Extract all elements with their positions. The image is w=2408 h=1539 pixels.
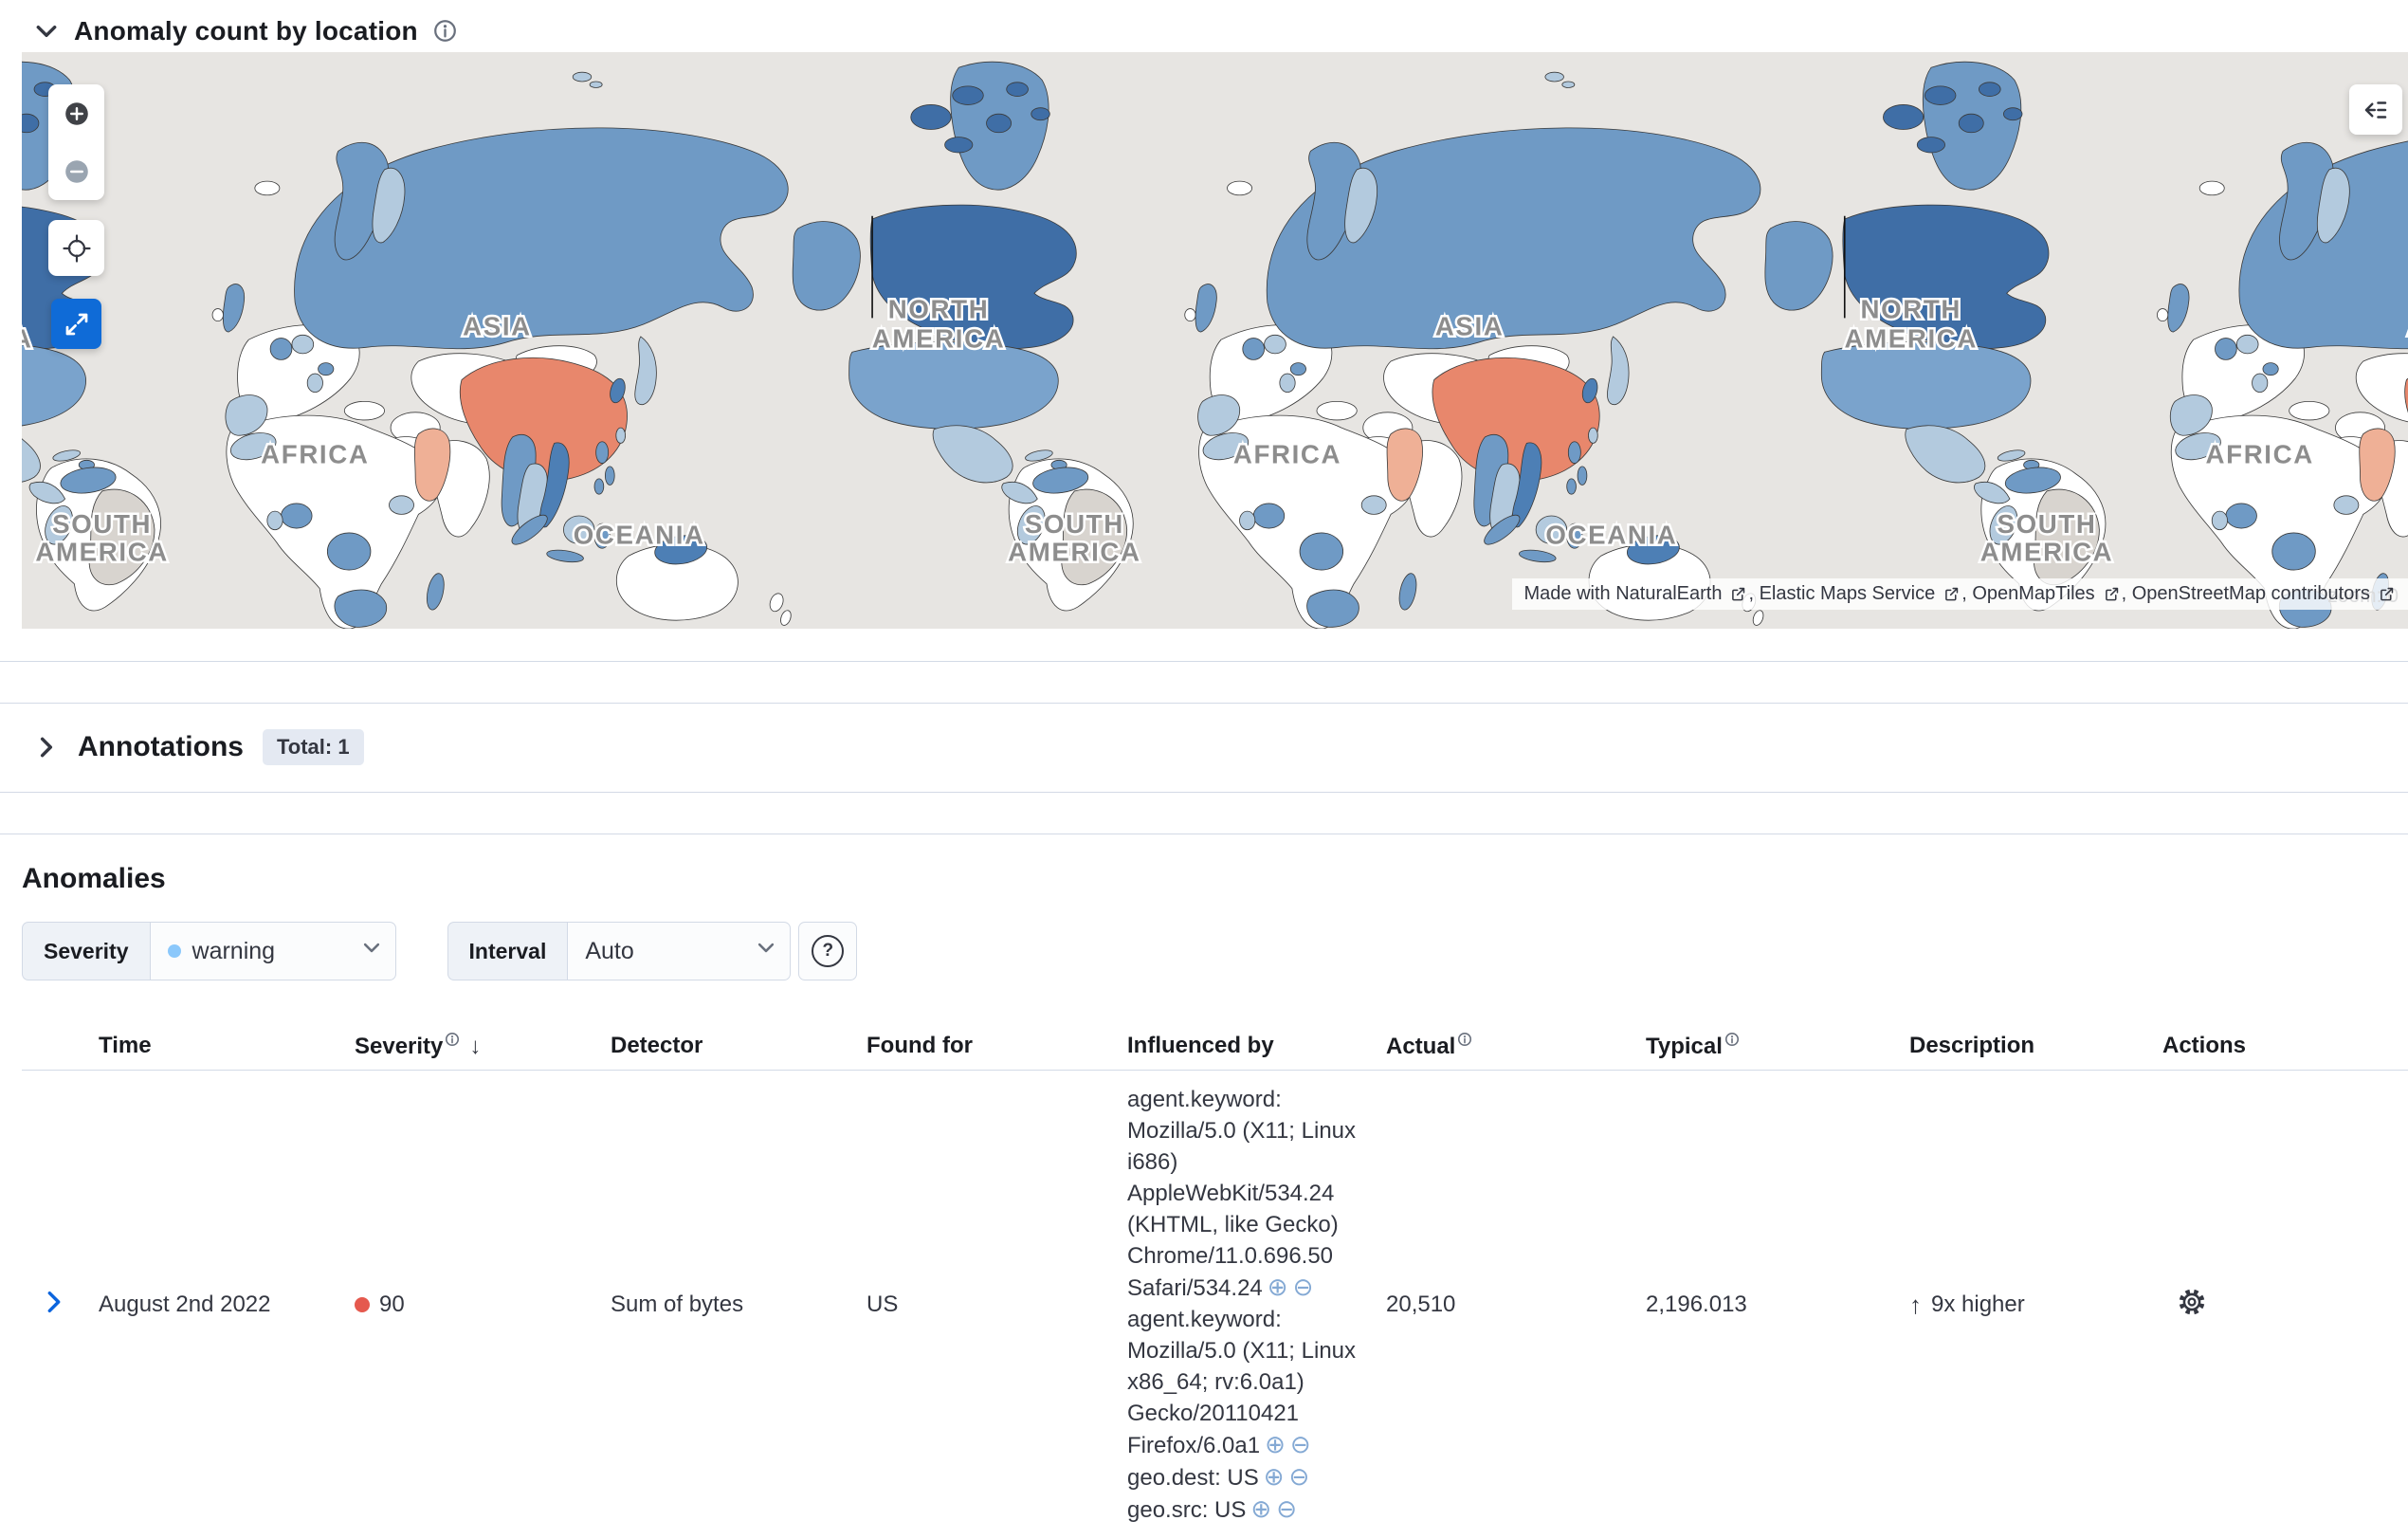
info-icon[interactable] bbox=[1724, 1032, 1740, 1047]
chevron-right-icon[interactable] bbox=[34, 735, 59, 760]
map-zoom-controls bbox=[48, 84, 104, 200]
column-header-found-for: Found for bbox=[853, 1022, 1114, 1071]
cell-time: August 2nd 2022 bbox=[85, 1071, 341, 1539]
interval-select-value: Auto bbox=[585, 938, 633, 965]
plus-circle-icon bbox=[63, 100, 91, 128]
anomalies-table: Time Severity↓ Detector Found for Influe… bbox=[22, 1022, 2408, 1539]
severity-filter-group: Severity warning bbox=[22, 922, 396, 980]
chevron-down-icon bbox=[361, 938, 382, 965]
cell-found-for: US bbox=[853, 1071, 1114, 1539]
info-icon[interactable] bbox=[445, 1032, 460, 1047]
cell-detector: Sum of bytes bbox=[597, 1071, 853, 1539]
anomalies-filters: Severity warning Interval Auto ? bbox=[22, 922, 2408, 980]
map-locate-card bbox=[48, 220, 104, 276]
influencer-entry: geo.dest: US⊕⊖ bbox=[1127, 1461, 1359, 1493]
collapse-left-icon bbox=[2362, 96, 2390, 124]
column-header-typical: Typical bbox=[1633, 1022, 1896, 1071]
external-link-icon bbox=[1943, 586, 1960, 602]
external-link-icon bbox=[2379, 586, 2395, 602]
attribution-link[interactable]: , Elastic Maps Service bbox=[1748, 583, 1961, 605]
world-map-canvas[interactable]: ASIA AFRICA OCEANIA NORTH AMERICA SOUTH … bbox=[22, 52, 2408, 629]
interval-select[interactable]: Auto bbox=[567, 922, 791, 980]
divider bbox=[0, 661, 2408, 662]
map-expand-button[interactable] bbox=[51, 299, 101, 349]
map-attribution: Made with NaturalEarth, Elastic Maps Ser… bbox=[1512, 578, 2408, 610]
remove-filter-icon[interactable]: ⊖ bbox=[1289, 1462, 1310, 1491]
warning-severity-dot bbox=[168, 944, 181, 958]
sort-desc-icon: ↓ bbox=[469, 1034, 481, 1059]
fit-to-data-button[interactable] bbox=[48, 220, 104, 276]
add-filter-icon[interactable]: ⊕ bbox=[1268, 1273, 1288, 1301]
map-section-header[interactable]: Anomaly count by location bbox=[0, 0, 2408, 52]
interval-help-button[interactable]: ? bbox=[798, 922, 857, 980]
severity-select-value: warning bbox=[192, 938, 276, 965]
column-header-time: Time bbox=[85, 1022, 341, 1071]
column-header-influenced-by: Influenced by bbox=[1114, 1022, 1373, 1071]
external-link-icon bbox=[1730, 586, 1746, 602]
attribution-link[interactable]: , OpenStreetMap contributors bbox=[2122, 583, 2397, 605]
chevron-down-icon bbox=[756, 938, 776, 965]
severity-select[interactable]: warning bbox=[150, 922, 396, 980]
map-legend-toggle-button[interactable] bbox=[2349, 84, 2402, 135]
help-icon: ? bbox=[812, 935, 844, 967]
arrow-up-icon: ↑ bbox=[1909, 1291, 1922, 1320]
table-header-row: Time Severity↓ Detector Found for Influe… bbox=[22, 1022, 2408, 1071]
severity-dot bbox=[355, 1297, 370, 1312]
anomaly-table-row: August 2nd 2022 90 Sum of bytes US agent… bbox=[22, 1071, 2408, 1539]
add-filter-icon[interactable]: ⊕ bbox=[1264, 1462, 1285, 1491]
row-actions-button[interactable] bbox=[2176, 1286, 2208, 1318]
interval-filter-label: Interval bbox=[447, 922, 568, 980]
attribution-link[interactable]: , OpenMapTiles bbox=[1961, 583, 2121, 605]
cell-actions bbox=[2149, 1071, 2408, 1539]
remove-filter-icon[interactable]: ⊖ bbox=[1276, 1494, 1297, 1523]
column-header-detector: Detector bbox=[597, 1022, 853, 1071]
column-header-description: Description bbox=[1896, 1022, 2149, 1071]
map-section-title: Anomaly count by location bbox=[74, 16, 418, 46]
gear-icon bbox=[2176, 1286, 2208, 1318]
column-header-actions: Actions bbox=[2149, 1022, 2408, 1071]
cell-typical: 2,196.013 bbox=[1633, 1071, 1896, 1539]
column-header-actual: Actual bbox=[1373, 1022, 1633, 1071]
severity-filter-label: Severity bbox=[22, 922, 150, 980]
minus-circle-icon bbox=[63, 157, 91, 186]
row-expand-button[interactable] bbox=[41, 1289, 67, 1315]
cell-influenced-by: agent.keyword: Mozilla/5.0 (X11; Linux i… bbox=[1114, 1071, 1373, 1539]
zoom-in-button[interactable] bbox=[48, 87, 104, 139]
add-filter-icon[interactable]: ⊕ bbox=[1250, 1494, 1271, 1523]
external-link-icon bbox=[2104, 586, 2120, 602]
remove-filter-icon[interactable]: ⊖ bbox=[1290, 1430, 1311, 1458]
info-icon[interactable] bbox=[1457, 1032, 1472, 1047]
column-header-severity[interactable]: Severity↓ bbox=[341, 1022, 597, 1071]
remove-filter-icon[interactable]: ⊖ bbox=[1293, 1273, 1314, 1301]
influencer-entry: geo.src: US⊕⊖ bbox=[1127, 1493, 1359, 1526]
expand-column-header bbox=[22, 1022, 85, 1071]
annotations-accordion-header[interactable]: Annotations Total: 1 bbox=[0, 726, 2408, 768]
influencer-entry: agent.keyword: Mozilla/5.0 (X11; Linux x… bbox=[1127, 1304, 1359, 1461]
cell-severity: 90 bbox=[341, 1071, 597, 1539]
description-text: 9x higher bbox=[1931, 1292, 2025, 1318]
divider bbox=[0, 792, 2408, 793]
annotations-total-badge: Total: 1 bbox=[263, 729, 364, 765]
expand-diagonal-icon bbox=[63, 310, 91, 339]
annotations-title: Annotations bbox=[78, 731, 244, 763]
anomaly-map[interactable]: ASIA AFRICA OCEANIA NORTH AMERICA SOUTH … bbox=[22, 52, 2408, 629]
cell-actual: 20,510 bbox=[1373, 1071, 1633, 1539]
cell-description: ↑ 9x higher bbox=[1896, 1071, 2149, 1539]
info-icon[interactable] bbox=[433, 19, 457, 43]
zoom-out-button[interactable] bbox=[48, 145, 104, 197]
anomalies-title: Anomalies bbox=[22, 863, 2408, 895]
chevron-down-icon[interactable] bbox=[34, 19, 59, 44]
severity-score: 90 bbox=[379, 1292, 405, 1318]
influencer-entry: agent.keyword: Mozilla/5.0 (X11; Linux i… bbox=[1127, 1084, 1359, 1304]
chevron-right-icon bbox=[49, 1292, 58, 1310]
divider bbox=[0, 703, 2408, 704]
add-filter-icon[interactable]: ⊕ bbox=[1265, 1430, 1286, 1458]
attribution-link[interactable]: Made with NaturalEarth bbox=[1523, 583, 1748, 605]
interval-filter-group: Interval Auto bbox=[447, 922, 792, 980]
crosshair-icon bbox=[62, 233, 92, 264]
